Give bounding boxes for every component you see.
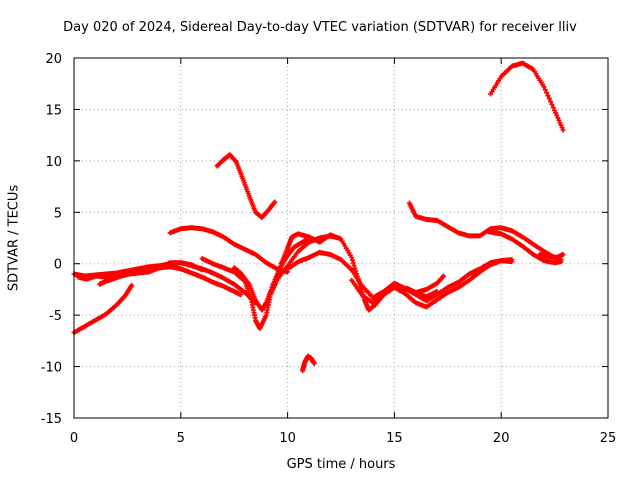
data-series-arc-1 — [71, 282, 135, 336]
data-series-arc-12 — [349, 258, 515, 310]
data-series-arc-16 — [537, 252, 566, 260]
data-series-arc-11 — [300, 353, 317, 374]
y-tick-label: 10 — [45, 155, 62, 170]
plot-frame — [73, 57, 609, 419]
data-series-arc-14 — [406, 200, 564, 263]
y-tick-label: 0 — [54, 258, 62, 273]
y-tick-label: -5 — [49, 309, 62, 324]
x-tick-label: 10 — [279, 431, 296, 446]
x-axis-label: GPS time / hours — [286, 457, 396, 472]
y-tick-label: -15 — [41, 412, 62, 427]
y-tick-label: 5 — [54, 206, 62, 221]
data-series-arc-15 — [485, 229, 564, 266]
x-tick-label: 15 — [386, 431, 403, 446]
data-series-arc-4 — [97, 260, 205, 287]
y-tick-label: -10 — [41, 361, 62, 376]
y-tick-label: 15 — [45, 103, 62, 118]
data-series-arc-10 — [285, 249, 440, 301]
data-series-arc-6 — [214, 152, 278, 220]
x-tick-label: 5 — [177, 431, 185, 446]
x-tick-label: 0 — [70, 431, 78, 446]
data-series-arc-5 — [167, 225, 291, 275]
x-tick-label: 25 — [600, 431, 617, 446]
data-series-arc-17 — [488, 60, 566, 133]
y-tick-label: 20 — [45, 52, 62, 67]
data-series-arc-13 — [404, 273, 446, 295]
y-axis-label: SDTVAR / TECUs — [6, 184, 22, 292]
chart-title: Day 020 of 2024, Sidereal Day-to-day VTE… — [63, 20, 577, 35]
data-series-arc-7 — [199, 233, 342, 331]
x-tick-label: 20 — [493, 431, 510, 446]
